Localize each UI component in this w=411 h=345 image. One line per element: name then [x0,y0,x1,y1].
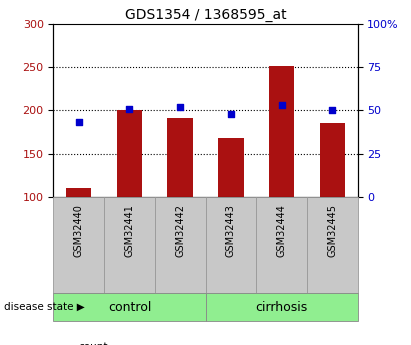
Point [177,104,183,110]
FancyBboxPatch shape [104,197,155,293]
Text: cirrhosis: cirrhosis [255,300,308,314]
Point [76,120,82,125]
Point [329,108,335,113]
Text: GSM32440: GSM32440 [74,204,84,257]
Point [228,111,234,117]
Bar [218,138,243,197]
FancyBboxPatch shape [206,293,358,321]
Bar [117,110,142,197]
Bar [269,66,294,197]
FancyBboxPatch shape [256,197,307,293]
Bar [168,118,193,197]
Text: GSM32445: GSM32445 [327,204,337,257]
FancyBboxPatch shape [307,197,358,293]
Title: GDS1354 / 1368595_at: GDS1354 / 1368595_at [125,8,286,22]
FancyBboxPatch shape [206,197,256,293]
Text: GSM32442: GSM32442 [175,204,185,257]
Text: control: control [108,300,151,314]
Text: GSM32444: GSM32444 [277,204,286,257]
Point [278,102,285,108]
FancyBboxPatch shape [53,197,104,293]
Text: disease state ▶: disease state ▶ [4,302,85,312]
Text: count: count [78,342,108,345]
FancyBboxPatch shape [53,293,206,321]
Text: GSM32441: GSM32441 [125,204,134,257]
Point [126,106,133,111]
Bar [319,124,345,197]
Text: ■: ■ [58,342,69,345]
Bar [66,188,91,197]
FancyBboxPatch shape [155,197,206,293]
Text: GSM32443: GSM32443 [226,204,236,257]
